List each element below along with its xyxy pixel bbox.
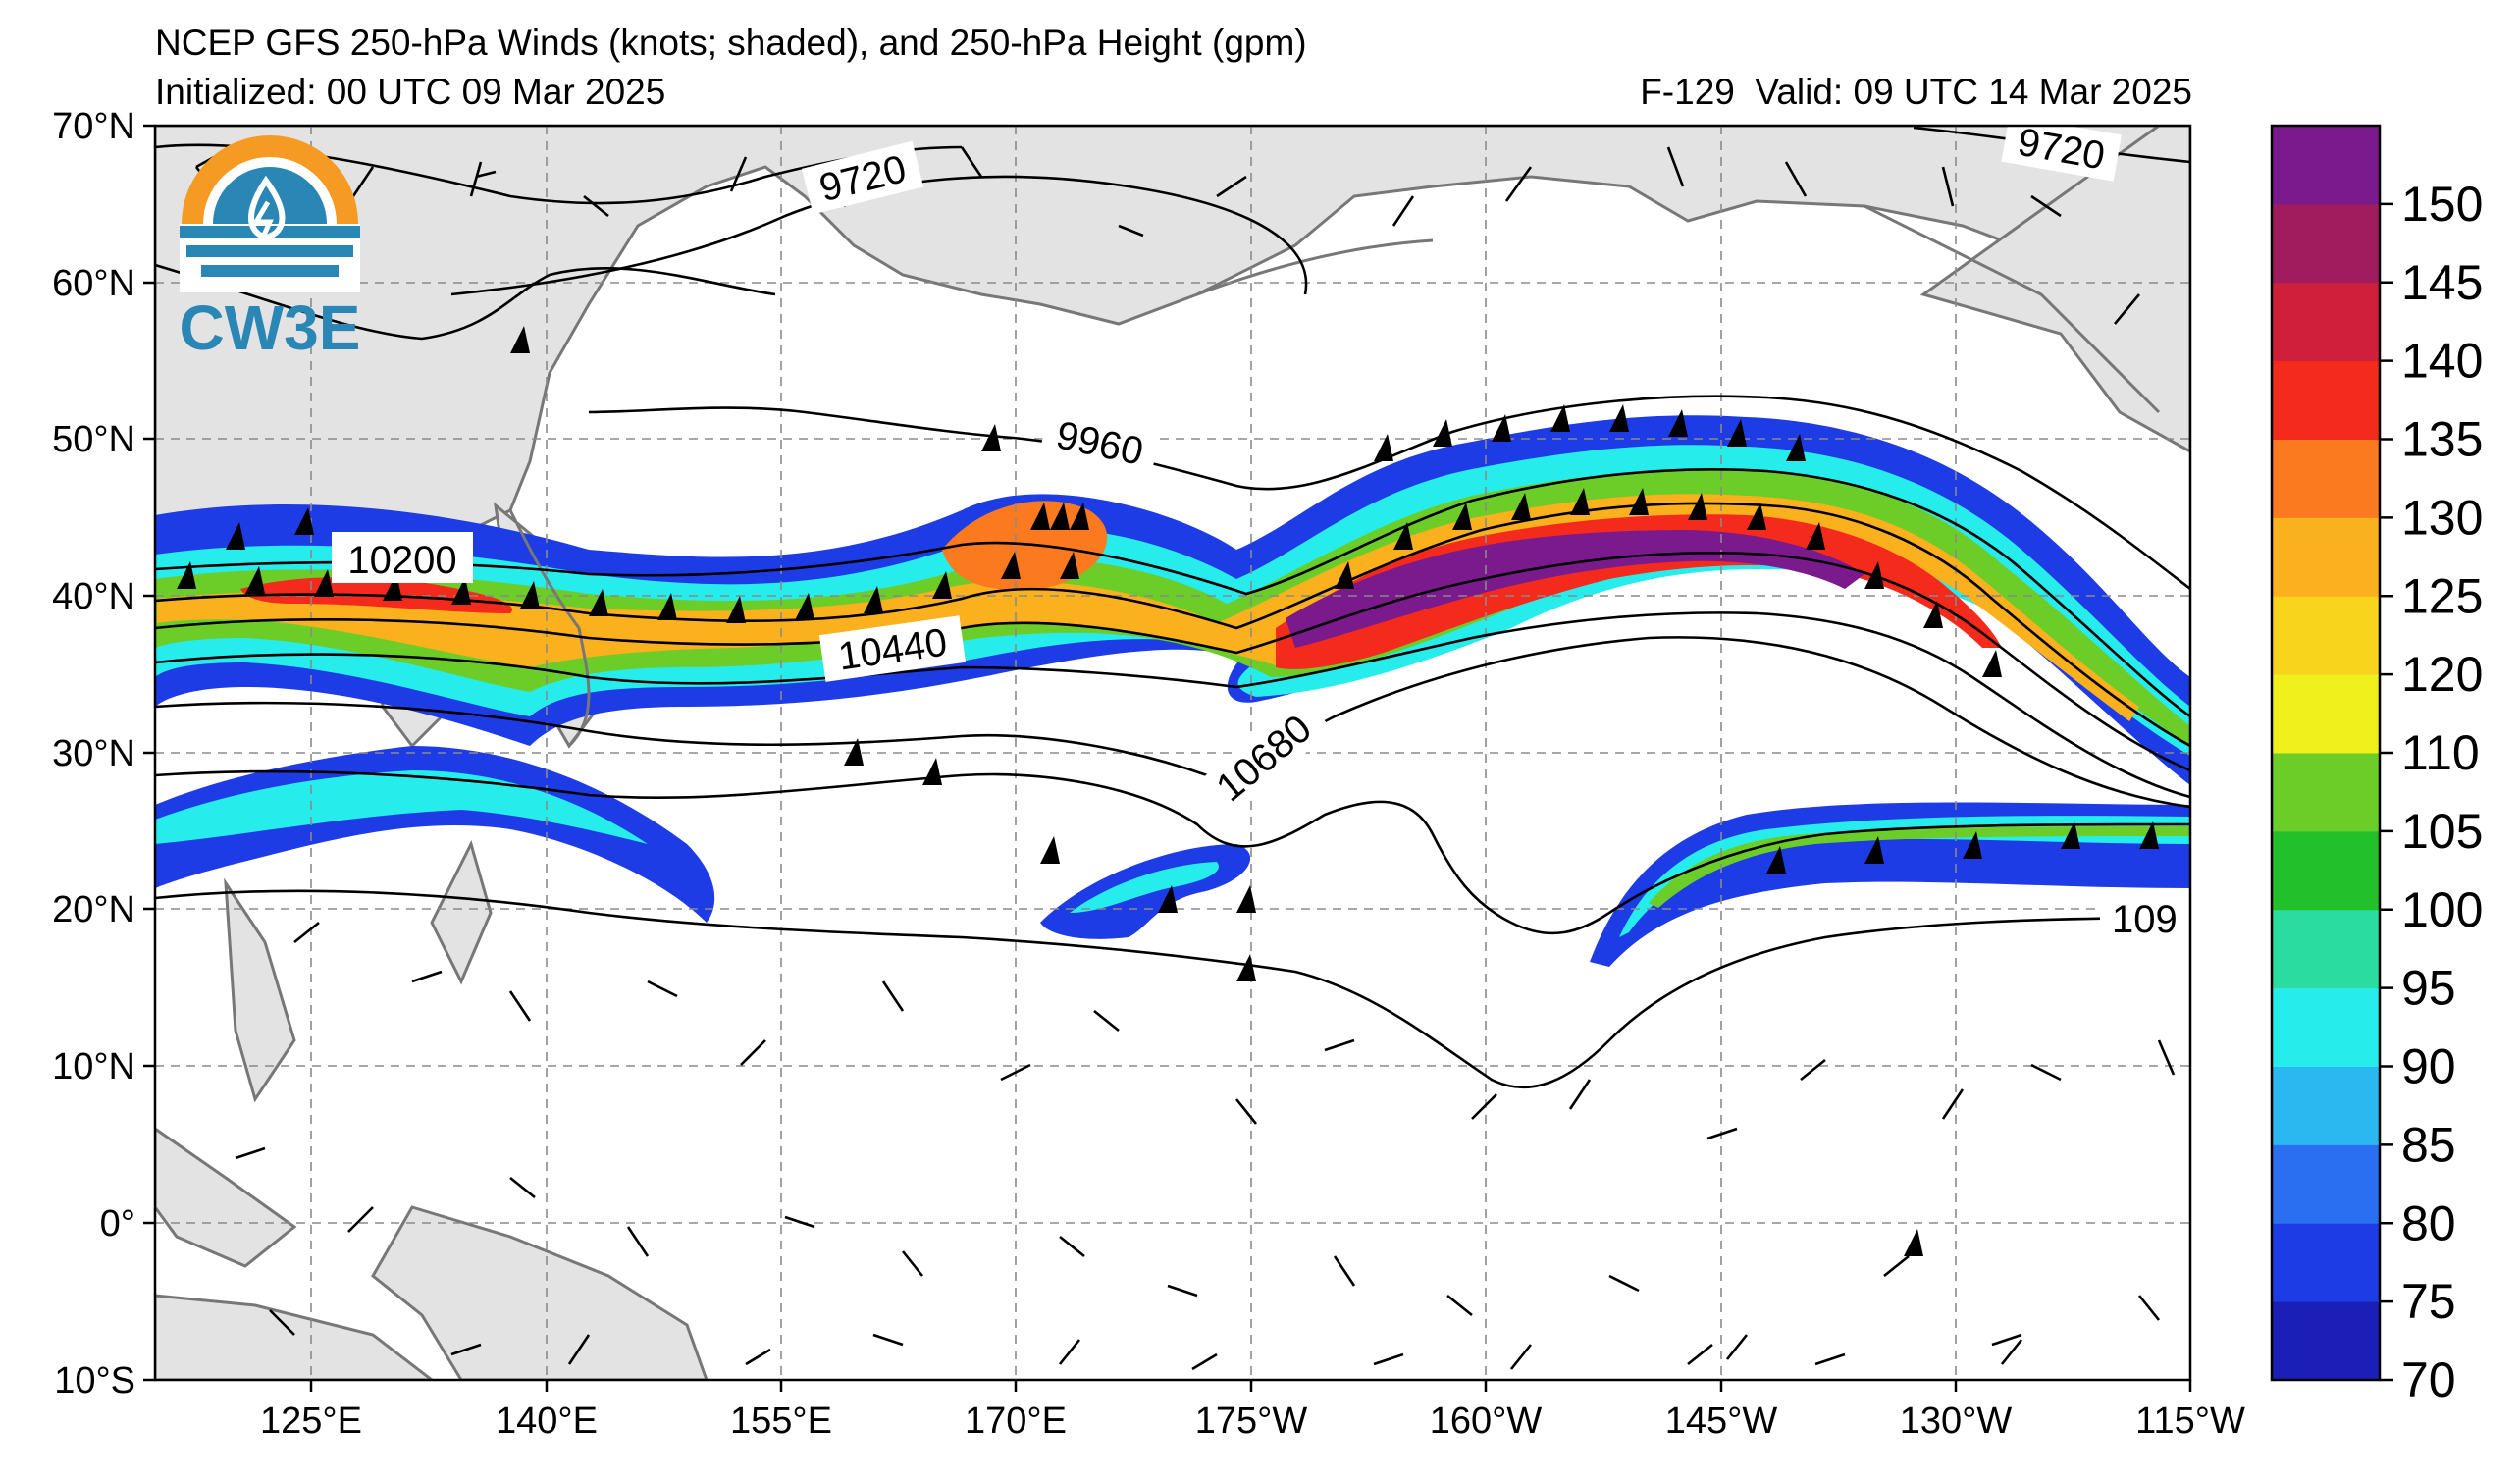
coastlines xyxy=(508,204,2161,748)
subtropical-jet-west-inner xyxy=(155,770,648,844)
colorbar-swatch xyxy=(2272,596,2380,675)
lat-label-50n: 50°N xyxy=(52,419,135,460)
lon-label-170e: 170°E xyxy=(965,1401,1067,1442)
lon-label-145w: 145°W xyxy=(1665,1401,1778,1442)
colorbar-tick-label: 105 xyxy=(2401,804,2483,859)
colorbar-tick-label: 70 xyxy=(2401,1352,2456,1407)
colorbar-swatch xyxy=(2272,987,2380,1067)
colorbar-tick-label: 120 xyxy=(2401,647,2483,702)
longitude-labels: 125°E 140°E 155°E 170°E 175°W 160°W 145°… xyxy=(260,1380,2245,1442)
colorbar-swatch xyxy=(2272,909,2380,989)
colorbar: 70 75 80 85 90 95 100 105 110 120 125 130 135 140 145 1… xyxy=(2270,124,2483,1407)
wind-barb-flags xyxy=(177,326,2159,1256)
contour-label-10200: 10200 xyxy=(347,539,456,582)
contour-10200 xyxy=(155,502,2190,748)
colorbar-swatch xyxy=(2272,126,2380,205)
valid-label: Valid: 09 UTC 14 Mar 2025 xyxy=(1755,72,2192,112)
colorbar-swatch xyxy=(2272,282,2380,362)
colorbar-tick-label: 110 xyxy=(2401,725,2480,780)
contour-9960 xyxy=(588,395,2190,591)
initialized-time: Initialized: 00 UTC 09 Mar 2025 xyxy=(155,72,666,112)
gridlines xyxy=(155,126,2190,1380)
lat-label-10s: 10°S xyxy=(54,1360,135,1402)
colorbar-tick-label: 140 xyxy=(2401,334,2483,389)
colorbar-swatch xyxy=(2272,1066,2380,1145)
colorbar-tick-label: 135 xyxy=(2401,412,2483,467)
lon-label-155e: 155°E xyxy=(730,1401,832,1442)
lon-label-125e: 125°E xyxy=(260,1401,362,1442)
colorbar-swatch xyxy=(2272,517,2380,597)
map-title: NCEP GFS 250-hPa Winds (knots; shaded), … xyxy=(155,23,1307,63)
colorbar-tick-label: 80 xyxy=(2401,1195,2456,1250)
contour-label-109: 109 xyxy=(2112,898,2178,941)
cw3e-logo: CW3E xyxy=(180,135,361,363)
colorbar-tick-label: 145 xyxy=(2401,255,2483,310)
colorbar-swatch xyxy=(2272,753,2380,832)
colorbar-tick-label: 90 xyxy=(2401,1039,2456,1094)
wind-barbs xyxy=(194,146,2176,1371)
colorbar-tick-label: 75 xyxy=(2401,1274,2456,1329)
jet-blob-175w-inner xyxy=(1070,862,1219,913)
lat-label-0: 0° xyxy=(100,1203,135,1245)
lon-label-175w: 175°W xyxy=(1195,1401,1308,1442)
lon-label-115w: 115°W xyxy=(2135,1401,2245,1442)
map-plot-area: 9720 9720 9960 10200 10440 10680 xyxy=(155,126,2190,1380)
colorbar-swatch xyxy=(2272,203,2380,284)
subtropical-jet-east-core xyxy=(1649,826,2190,908)
lat-label-10n: 10°N xyxy=(52,1046,135,1087)
colorbar-swatch xyxy=(2272,439,2380,518)
jet-core-band-150 xyxy=(1286,530,1864,648)
valid-time: F-129 Valid: 09 UTC 14 Mar 2025 xyxy=(1640,73,2192,112)
colorbar-swatch xyxy=(2272,1301,2380,1381)
colorbar-tick-label: 85 xyxy=(2401,1117,2456,1172)
lat-label-70n: 70°N xyxy=(52,106,135,147)
lat-label-30n: 30°N xyxy=(52,733,135,774)
colorbar-tick-label: 95 xyxy=(2401,961,2456,1016)
colorbar-swatch xyxy=(2272,1223,2380,1302)
colorbar-swatches xyxy=(2272,126,2380,1381)
latitude-labels: 70°N 60°N 50°N 40°N 30°N 20°N 10°N 0° 10… xyxy=(52,106,155,1402)
colorbar-tick-label: 100 xyxy=(2401,882,2483,937)
colorbar-swatch xyxy=(2272,674,2380,754)
lat-label-40n: 40°N xyxy=(52,576,135,617)
colorbar-swatch xyxy=(2272,1144,2380,1224)
colorbar-swatch xyxy=(2272,360,2380,440)
colorbar-swatch xyxy=(2272,830,2380,911)
colorbar-tick-label: 150 xyxy=(2401,177,2483,232)
lat-label-60n: 60°N xyxy=(52,263,135,304)
lat-label-20n: 20°N xyxy=(52,889,135,930)
logo-text: CW3E xyxy=(180,292,361,363)
lon-label-140e: 140°E xyxy=(496,1401,598,1442)
colorbar-ticks: 70 75 80 85 90 95 100 105 110 120 125 130 135 140 145 1… xyxy=(2380,177,2483,1407)
lon-label-130w: 130°W xyxy=(1900,1401,2013,1442)
forecast-hour: F-129 xyxy=(1640,72,1735,112)
colorbar-tick-label: 125 xyxy=(2401,568,2483,623)
contour-10680 xyxy=(155,769,2190,935)
colorbar-tick-label: 130 xyxy=(2401,490,2483,545)
contour-10440 xyxy=(155,611,2190,799)
lon-label-160w: 160°W xyxy=(1430,1401,1543,1442)
